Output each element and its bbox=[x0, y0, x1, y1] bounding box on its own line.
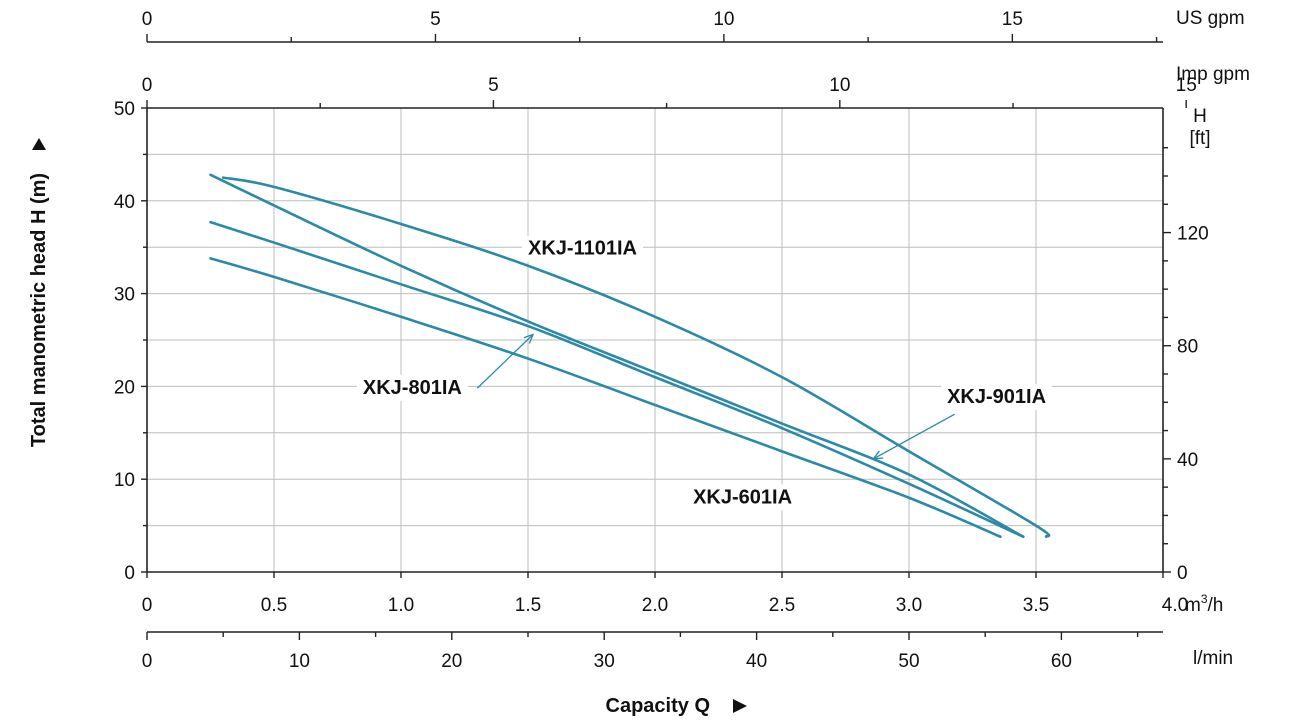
x-tick-label: 3.5 bbox=[1023, 595, 1049, 616]
head-ft-tick-label: 120 bbox=[1177, 224, 1209, 245]
x-tick-label: 0 bbox=[142, 595, 153, 616]
us-gpm-tick-label: 0 bbox=[142, 9, 153, 30]
series-line-xkj-801ia bbox=[209, 220, 1025, 539]
l-min-tick-label: 60 bbox=[1051, 651, 1072, 672]
head-ft-tick-label: 0 bbox=[1177, 563, 1188, 584]
x-tick-label: 2.5 bbox=[769, 595, 795, 616]
y-axis-arrow-icon bbox=[32, 138, 46, 150]
l-min-tick-label: 50 bbox=[898, 651, 919, 672]
label-pointer-arrow-icon bbox=[523, 333, 535, 344]
series-label-background bbox=[522, 235, 643, 262]
us-gpm-tick-label: 15 bbox=[1002, 9, 1023, 30]
imp-gpm-unit-label: Imp gpm bbox=[1176, 64, 1250, 85]
x-tick-label: 0.5 bbox=[261, 595, 287, 616]
y-tick-label: 50 bbox=[114, 99, 135, 120]
x-axis-arrow-icon bbox=[733, 699, 747, 713]
series-line-xkj-1101ia bbox=[221, 176, 1051, 539]
series-label-xkj-601ia: XKJ-601IA bbox=[693, 486, 792, 508]
y-tick-label: 10 bbox=[114, 470, 135, 491]
head-ft-tick-label: 40 bbox=[1177, 450, 1198, 471]
series-label-xkj-801ia: XKJ-801IA bbox=[363, 377, 462, 399]
x-tick-label: 1.5 bbox=[515, 595, 541, 616]
series-line-xkj-901ia bbox=[209, 173, 1025, 539]
l-min-tick-label: 10 bbox=[289, 651, 310, 672]
us-gpm-tick-label: 10 bbox=[713, 9, 734, 30]
series-label-background bbox=[356, 374, 468, 401]
l-min-tick-label: 30 bbox=[594, 651, 615, 672]
series-label-background bbox=[687, 484, 799, 511]
imp-gpm-tick-label: 15 bbox=[1176, 75, 1197, 96]
x-axis-title: Capacity Q bbox=[606, 695, 710, 717]
series-label-xkj-901ia: XKJ-901IA bbox=[947, 386, 1046, 408]
y-tick-label: 20 bbox=[114, 377, 135, 398]
x-tick-label: 2.0 bbox=[642, 595, 668, 616]
y-axis-title: Total manometric head H (m) bbox=[28, 173, 50, 447]
x-tick-label: 3.0 bbox=[896, 595, 922, 616]
x-tick-label: 1.0 bbox=[388, 595, 414, 616]
labels: XKJ-1101IA XKJ-901IA XKJ-801IA XKJ-601IA bbox=[356, 235, 1053, 511]
label-pointer bbox=[476, 333, 534, 389]
y-tick-label: 0 bbox=[124, 563, 135, 584]
l-min-tick-label: 0 bbox=[142, 651, 153, 672]
label-pointer bbox=[873, 413, 956, 460]
imp-gpm-tick-label: 10 bbox=[829, 75, 850, 96]
x-unit-label: m3/h bbox=[1185, 592, 1223, 616]
us-gpm-unit-label: US gpm bbox=[1176, 8, 1245, 29]
curves bbox=[209, 173, 1051, 539]
series-line-xkj-601ia bbox=[209, 257, 1002, 539]
y-tick-label: 40 bbox=[114, 192, 135, 213]
l-min-tick-label: 20 bbox=[441, 651, 462, 672]
head-ft-unit-label-1: H bbox=[1193, 106, 1207, 127]
y-tick-label: 30 bbox=[114, 285, 135, 306]
l-min-tick-label: 40 bbox=[746, 651, 767, 672]
imp-gpm-tick-label: 0 bbox=[142, 75, 153, 96]
head-ft-tick-label: 80 bbox=[1177, 337, 1198, 358]
us-gpm-tick-label: 5 bbox=[430, 9, 441, 30]
l-min-unit-label: l/min bbox=[1193, 648, 1233, 669]
series-label-xkj-1101ia: XKJ-1101IA bbox=[528, 238, 637, 260]
x-tick-label: 4.0 bbox=[1162, 595, 1188, 616]
label-pointer-arrow-icon bbox=[872, 450, 884, 460]
head-ft-unit-label-2: [ft] bbox=[1189, 128, 1210, 149]
grid bbox=[146, 107, 1164, 573]
imp-gpm-tick-label: 5 bbox=[488, 75, 499, 96]
series-label-background bbox=[941, 384, 1053, 411]
